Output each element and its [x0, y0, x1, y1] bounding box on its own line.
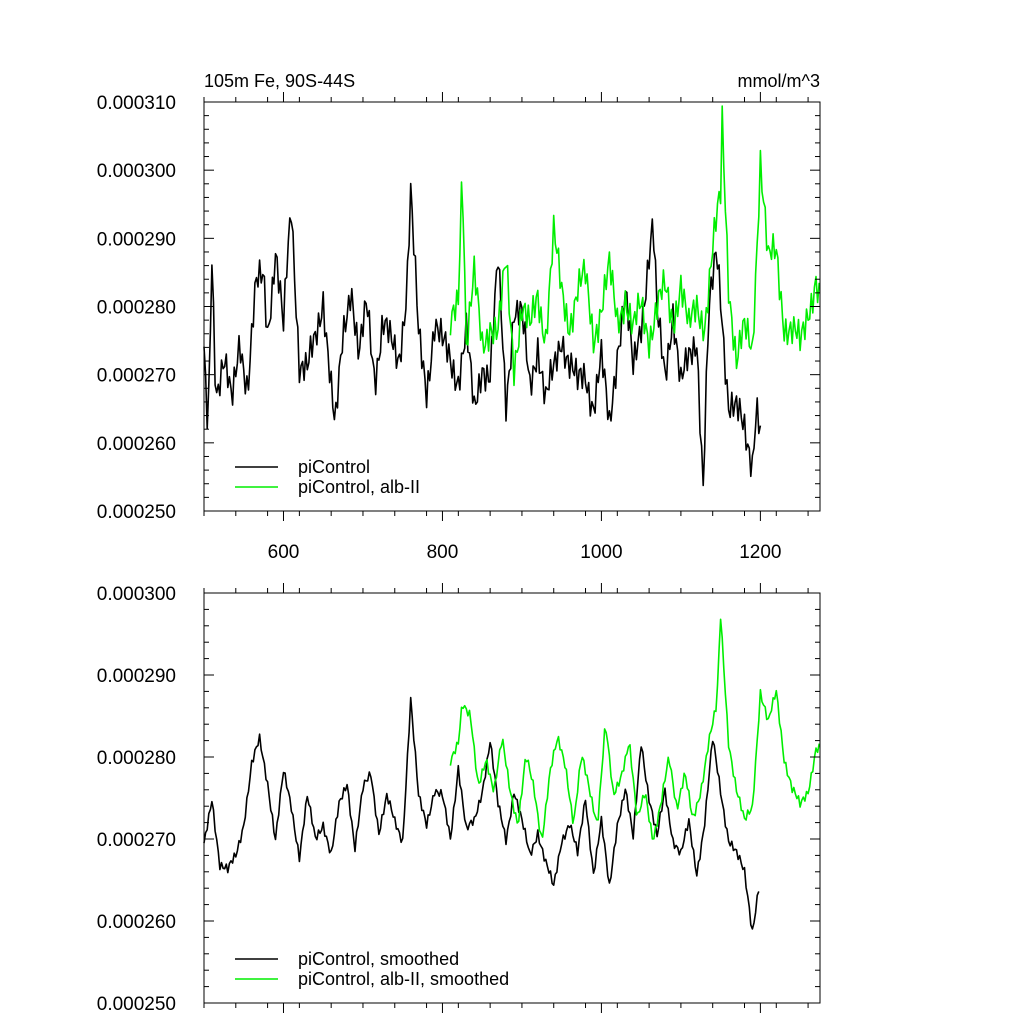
bottom-series-alb-ii-line	[449, 618, 820, 840]
bottom-series-picontrol-line	[203, 696, 760, 930]
bottom-panel: 0.000250 0.000260 0.000270 0.000280 0.000290…	[97, 583, 821, 1015]
chart-title-left: 105m Fe, 90S-44S	[204, 71, 355, 91]
top-x-tick-label: 800	[427, 542, 459, 563]
top-y-tick-label: 0.000260	[97, 434, 176, 455]
bottom-legend-label: piControl, alb-II, smoothed	[298, 969, 509, 989]
top-series-alb-ii-line	[449, 105, 820, 387]
bottom-y-tick-label: 0.000250	[97, 994, 176, 1015]
top-y-tick-label: 0.000310	[97, 93, 176, 114]
top-x-tick-label: 1200	[739, 542, 781, 563]
top-legend-label: piControl	[298, 457, 370, 477]
bottom-plot-frame	[203, 592, 821, 1004]
bottom-legend-label: piControl, smoothed	[298, 949, 459, 969]
bottom-y-tick-label: 0.000260	[97, 912, 176, 933]
top-panel: 0.000250 0.000260 0.000270 0.000280 0.000290…	[97, 92, 821, 563]
top-legend-label: piControl, alb-II	[298, 477, 420, 497]
top-y-tick-label: 0.000290	[97, 229, 176, 250]
top-x-tick-label: 600	[268, 542, 300, 563]
top-y-tick-label: 0.000280	[97, 298, 176, 319]
bottom-y-tick-label: 0.000270	[97, 830, 176, 851]
chart-units-label: mmol/m^3	[738, 71, 820, 91]
top-x-tick-label: 1000	[580, 542, 622, 563]
top-y-tick-label: 0.000270	[97, 366, 176, 387]
top-y-tick-label: 0.000300	[97, 161, 176, 182]
bottom-y-tick-label: 0.000300	[97, 584, 176, 605]
bottom-y-tick-label: 0.000280	[97, 748, 176, 769]
bottom-y-tick-label: 0.000290	[97, 666, 176, 687]
top-series-picontrol-line	[203, 182, 762, 487]
top-y-tick-label: 0.000250	[97, 502, 176, 523]
